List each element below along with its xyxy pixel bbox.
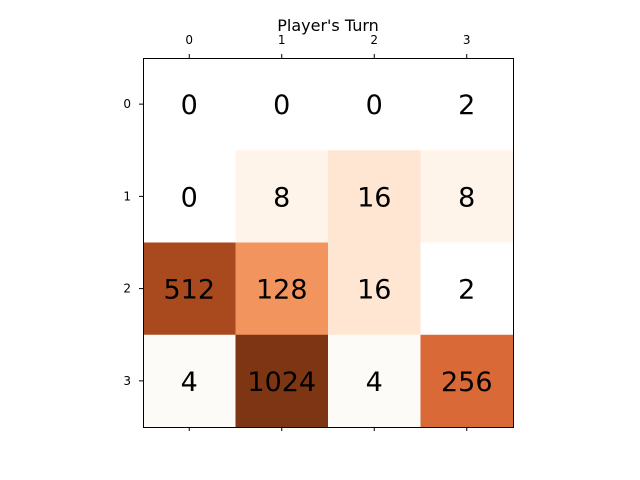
tile-0-2 (328, 58, 421, 151)
tile-value-2-0: 512 (163, 275, 215, 306)
tile-value-0-3: 2 (458, 90, 475, 121)
tile-value-3-3: 256 (441, 367, 493, 398)
column-label-1: 1 (278, 33, 286, 47)
tile-2-1 (235, 242, 329, 336)
row-label-0: 0 (123, 97, 131, 111)
tile-0-1 (235, 58, 329, 151)
tile-value-0-1: 0 (273, 90, 290, 121)
row-label-2: 2 (123, 282, 131, 296)
tile-value-1-1: 8 (273, 182, 290, 213)
tile-value-1-3: 8 (458, 182, 475, 213)
tile-value-2-3: 2 (458, 275, 475, 306)
tile-value-2-1: 128 (256, 275, 308, 306)
row-label-3: 3 (123, 374, 131, 388)
column-label-0: 0 (185, 33, 193, 47)
tile-1-1 (235, 150, 329, 243)
tile-value-0-0: 0 (181, 90, 198, 121)
tile-value-3-2: 4 (366, 367, 383, 398)
tile-3-1 (235, 334, 329, 428)
tile-1-0 (143, 150, 236, 243)
tile-3-2 (328, 334, 421, 428)
tile-2-2 (328, 242, 421, 336)
tile-1-2 (328, 150, 421, 243)
board-frame (143, 58, 514, 428)
axis-ticks: 0 1 2 3 0 1 2 3 (123, 33, 471, 431)
tile-value-3-1: 1024 (247, 367, 316, 398)
tile-value-2-2: 16 (357, 275, 391, 306)
tile-2-3 (420, 242, 514, 336)
tile-2-0 (143, 242, 236, 336)
tile-value-1-2: 16 (357, 182, 391, 213)
tile-0-3 (420, 58, 514, 151)
tile-3-3 (420, 334, 514, 428)
tile-value-0-2: 0 (366, 90, 383, 121)
tile-0-0 (143, 58, 236, 151)
column-label-2: 2 (370, 33, 378, 47)
tile-value-1-0: 0 (181, 182, 198, 213)
row-label-1: 1 (123, 189, 131, 203)
column-label-3: 3 (463, 33, 471, 47)
tile-value-3-0: 4 (181, 367, 198, 398)
tile-1-3 (420, 150, 514, 243)
board-grid: 0 0 0 2 0 8 16 8 512 128 16 2 4 1024 4 256 (143, 58, 514, 428)
turn-title: Player's Turn (277, 16, 379, 35)
tile-3-0 (143, 334, 236, 428)
